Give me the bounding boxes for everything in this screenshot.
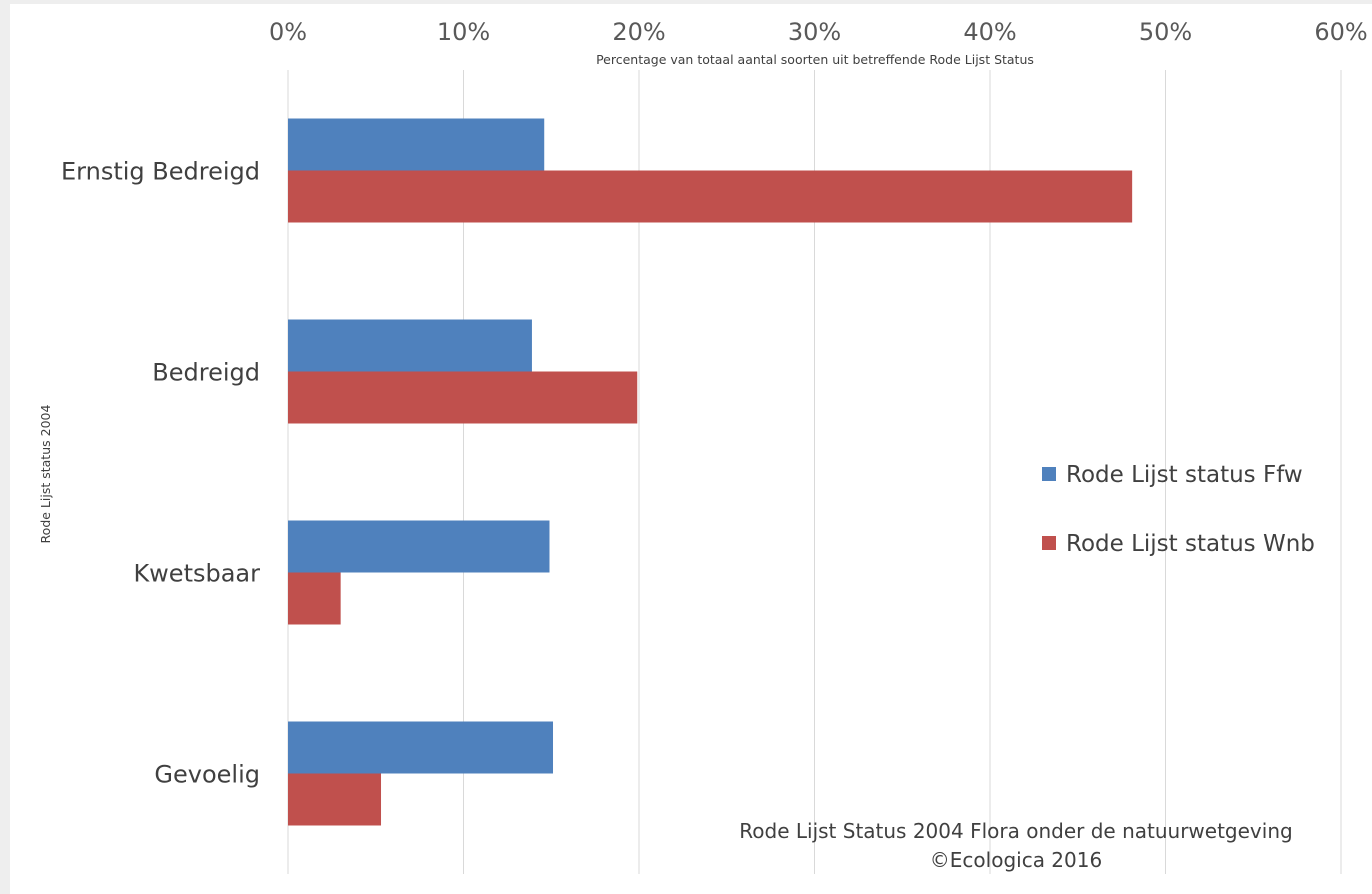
- annotation-line-2: ©Ecologica 2016: [930, 848, 1102, 872]
- bar-ffw: [288, 118, 545, 171]
- annotation-line-1: Rode Lijst Status 2004 Flora onder de na…: [739, 819, 1292, 843]
- x-tick-labels: 0% 10% 20% 30% 40% 50% 60%: [269, 18, 1368, 46]
- bar-ffw: [288, 319, 532, 372]
- chart-annotation: Rode Lijst Status 2004 Flora onder de na…: [739, 819, 1292, 872]
- category-labels: Ernstig Bedreigd Bedreigd Kwetsbaar Gevoeli…: [61, 158, 260, 789]
- bar-wnb: [288, 572, 341, 625]
- y-axis-title: Rode Lijst status 2004: [38, 405, 53, 544]
- bar-ffw: [288, 721, 554, 774]
- category-label: Gevoelig: [154, 761, 260, 789]
- bar-chart: 0% 10% 20% 30% 40% 50% 60% Ernstig Bedreigd Bed…: [38, 18, 1368, 874]
- bar-ffw: [288, 520, 550, 573]
- category-label: Kwetsbaar: [133, 560, 260, 588]
- bar-wnb: [288, 371, 638, 424]
- x-axis-title: Percentage van totaal aantal soorten uit…: [596, 52, 1034, 67]
- bar-wnb: [288, 170, 1133, 223]
- bar-wnb: [288, 773, 382, 826]
- category-label: Ernstig Bedreigd: [61, 158, 260, 186]
- x-tick-label: 10%: [437, 18, 490, 46]
- bars: [288, 118, 1133, 826]
- chart-area: 0% 10% 20% 30% 40% 50% 60% Ernstig Bedreigd Bed…: [10, 4, 1372, 894]
- x-tick-label: 0%: [269, 18, 307, 46]
- x-tick-label: 60%: [1314, 18, 1367, 46]
- legend-swatch-ffw: [1042, 467, 1056, 481]
- x-tick-label: 50%: [1139, 18, 1192, 46]
- legend-swatch-wnb: [1042, 536, 1056, 550]
- legend: Rode Lijst status Ffw Rode Lijst status …: [1042, 462, 1315, 557]
- x-tick-label: 20%: [612, 18, 665, 46]
- category-label: Bedreigd: [152, 359, 260, 387]
- x-tick-label: 30%: [788, 18, 841, 46]
- legend-label-wnb: Rode Lijst status Wnb: [1066, 531, 1315, 557]
- x-tick-label: 40%: [963, 18, 1016, 46]
- legend-label-ffw: Rode Lijst status Ffw: [1066, 462, 1303, 488]
